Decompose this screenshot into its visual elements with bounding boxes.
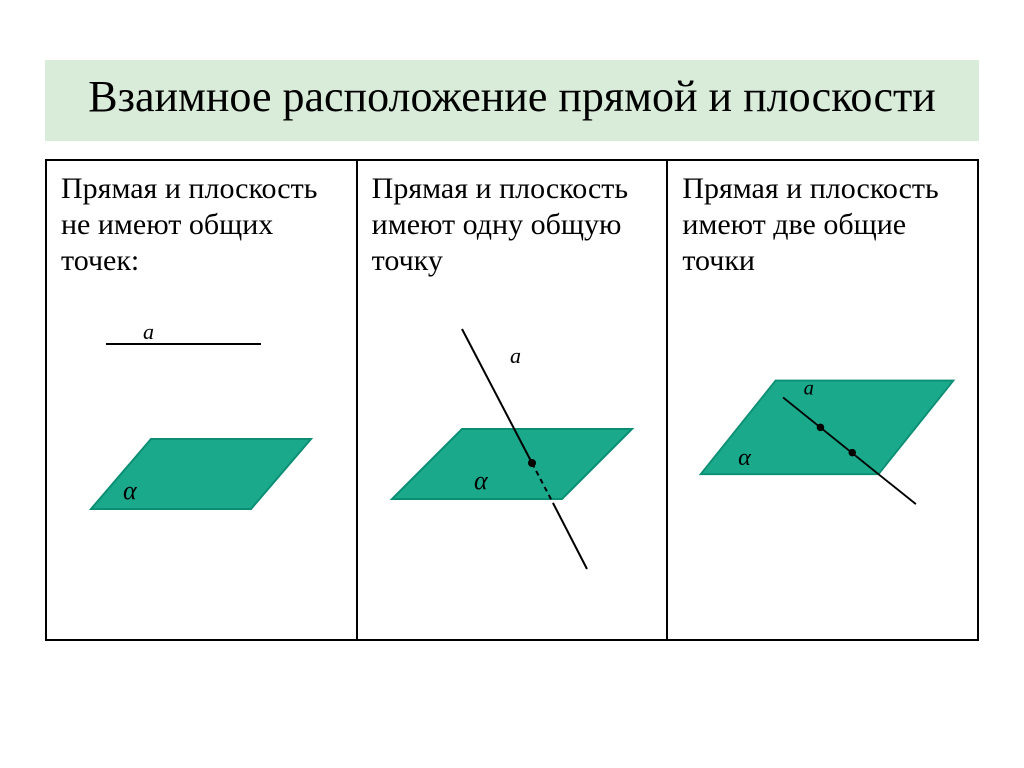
- plane-label-alpha: α: [474, 466, 489, 495]
- case-text-1: Прямая и плоскость не имеют общих точек:: [61, 171, 342, 279]
- line-a-ext: [879, 474, 916, 504]
- cases-table: Прямая и плоскость не имеют общих точек:…: [45, 159, 979, 641]
- page-title: Взаимное расположение прямой и плоскости: [55, 72, 969, 123]
- diagram-3: α a: [682, 289, 963, 519]
- intersection-point: [528, 459, 536, 467]
- point-1: [817, 423, 824, 430]
- cases-table-wrap: Прямая и плоскость не имеют общих точек:…: [45, 159, 979, 641]
- line-label-a: a: [510, 343, 521, 368]
- case-cell-1: Прямая и плоскость не имеют общих точек:…: [46, 160, 357, 640]
- line-a-bottom: [553, 503, 587, 569]
- line-label-a: a: [143, 319, 154, 344]
- case-cell-3: Прямая и плоскость имеют две общие точки…: [667, 160, 978, 640]
- case-cell-2: Прямая и плоскость имеют одну общую точк…: [357, 160, 668, 640]
- diagram-2: α a: [372, 289, 653, 589]
- line-label-a: a: [804, 377, 814, 399]
- case-text-2: Прямая и плоскость имеют одну общую точк…: [372, 171, 653, 279]
- title-block: Взаимное расположение прямой и плоскости: [45, 60, 979, 141]
- point-2: [849, 449, 856, 456]
- plane-label-alpha: α: [123, 476, 138, 505]
- plane-shape: [392, 429, 632, 499]
- diagram-1: a α: [61, 289, 342, 569]
- case-text-3: Прямая и плоскость имеют две общие точки: [682, 171, 963, 279]
- plane-label-alpha: α: [738, 443, 752, 470]
